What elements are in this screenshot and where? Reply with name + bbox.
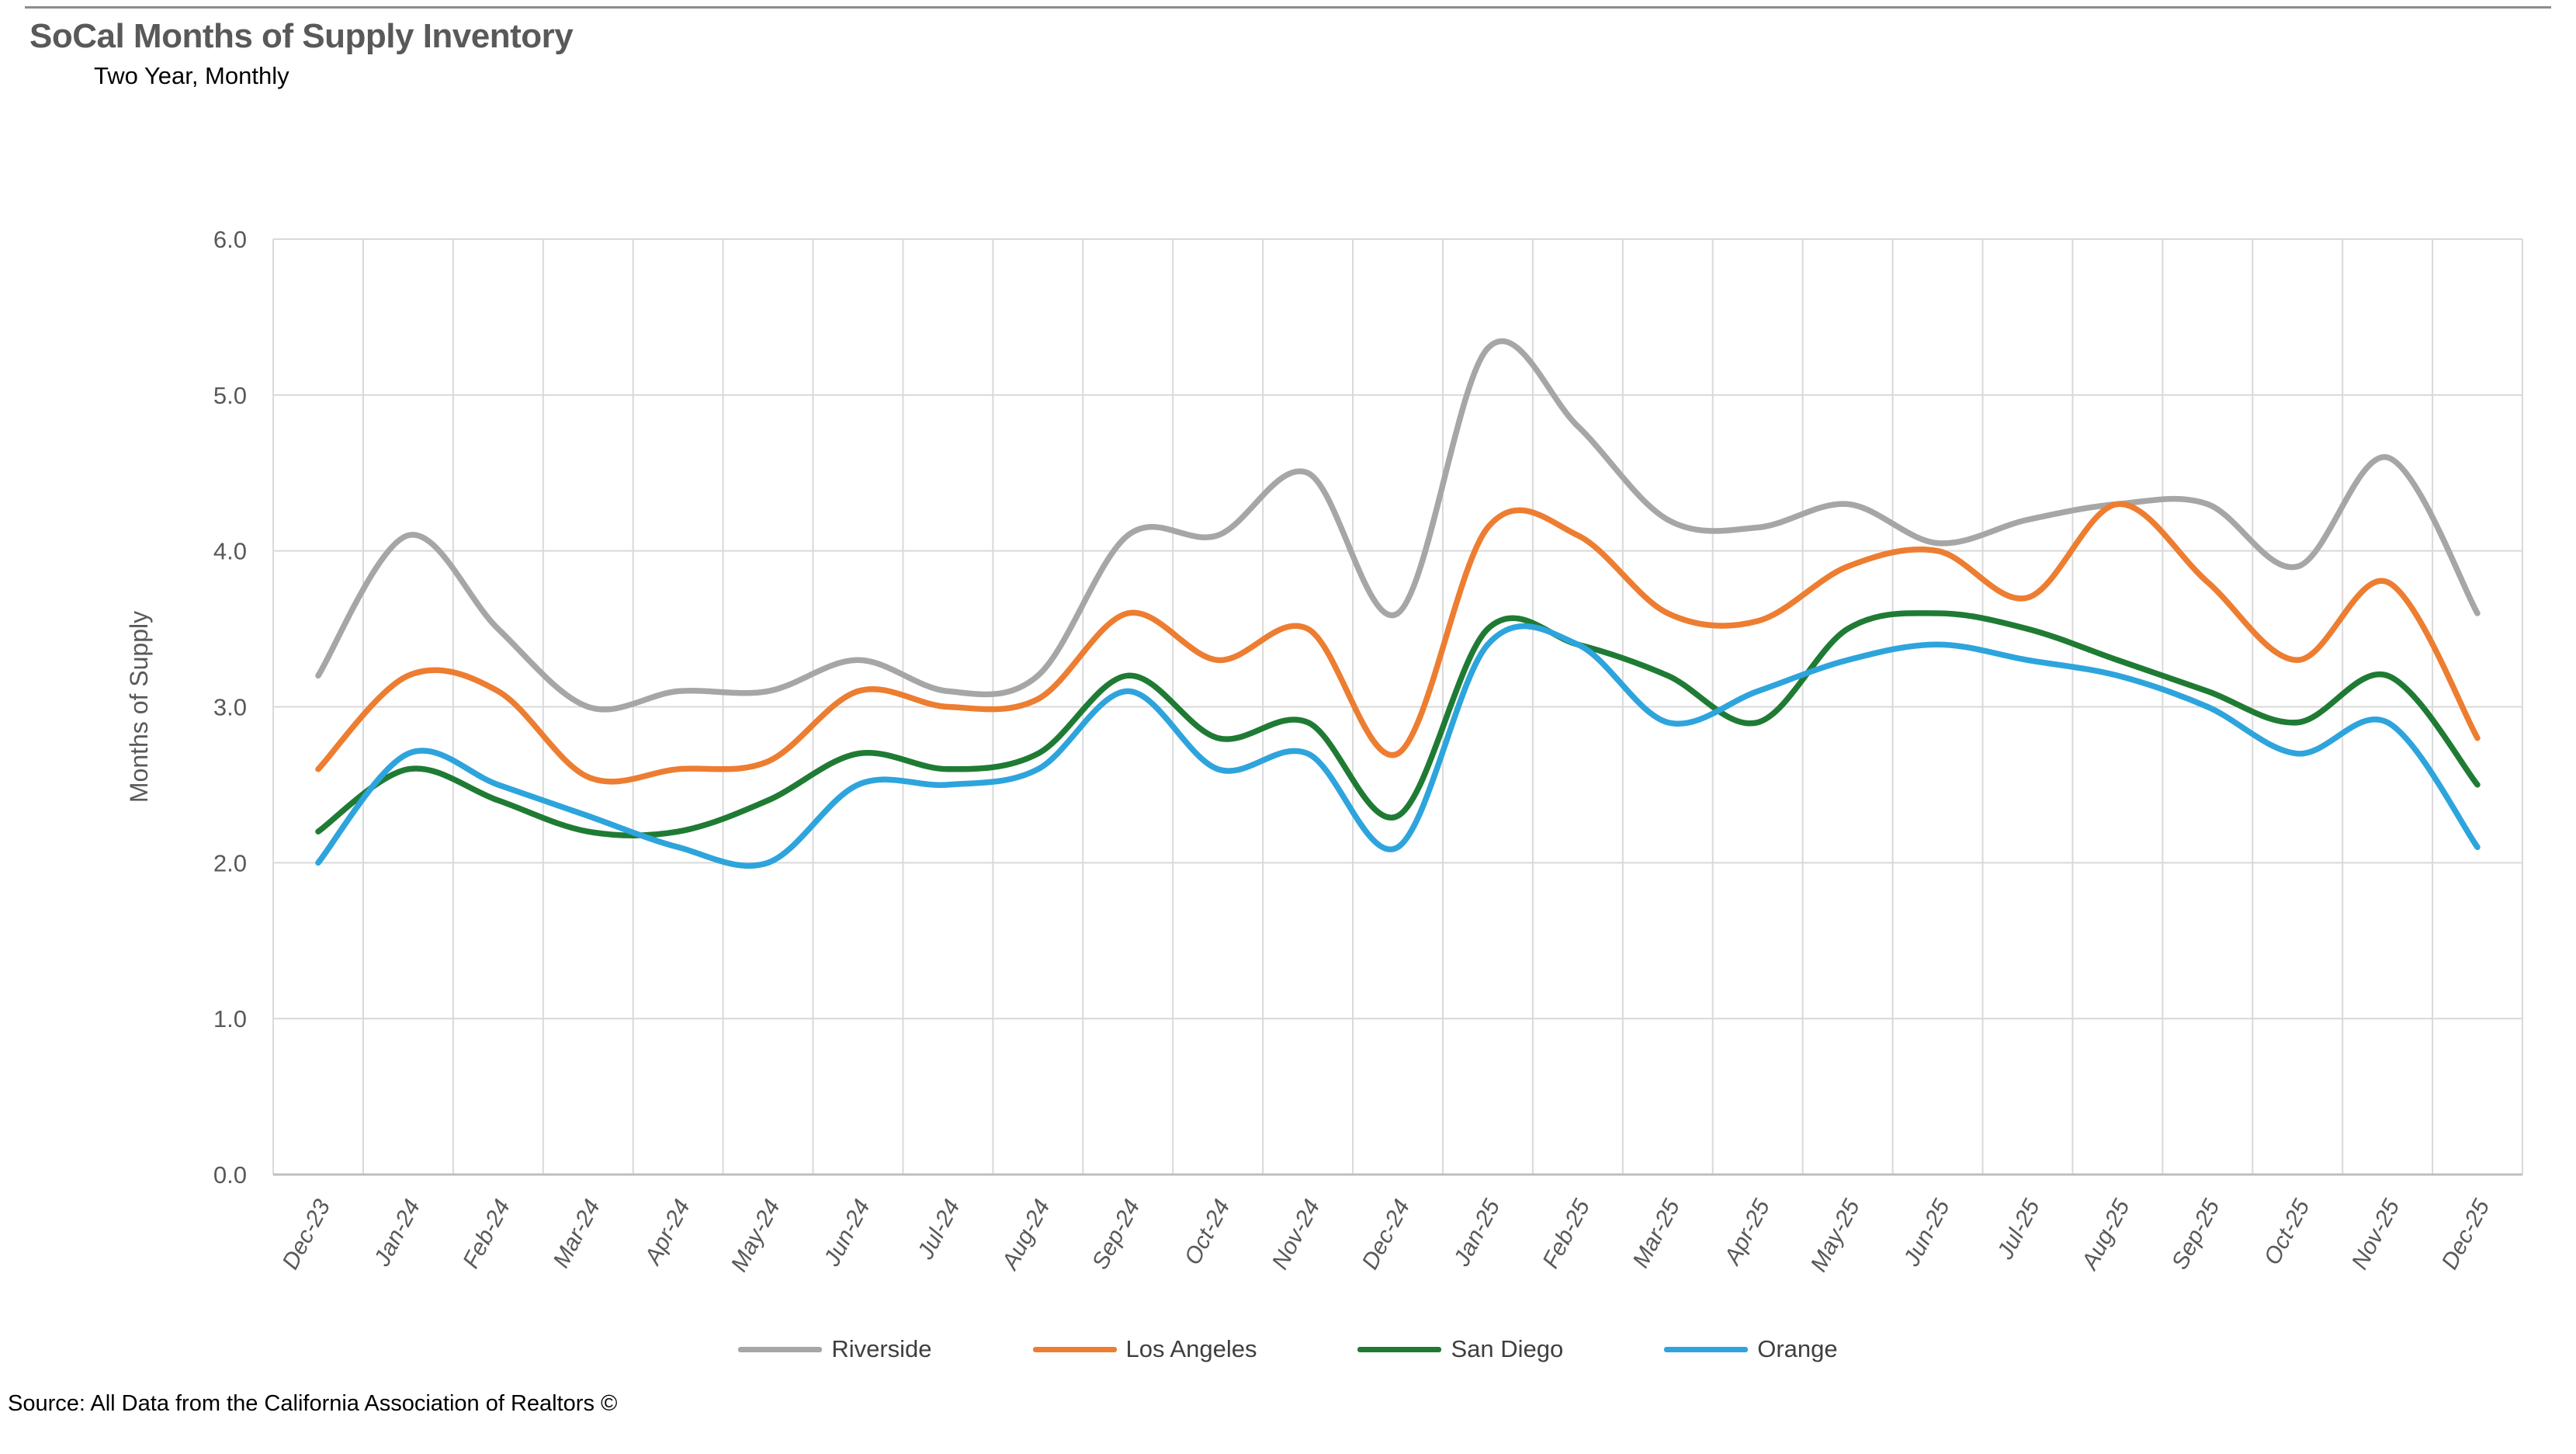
x-tick-label: Aug-24 (997, 1195, 1055, 1275)
legend-item-los-angeles: Los Angeles (1032, 1335, 1257, 1363)
x-tick-label: May-24 (726, 1195, 785, 1276)
x-tick-label: Mar-24 (548, 1195, 605, 1272)
legend-line-swatch-icon (1664, 1346, 1749, 1352)
x-tick-label: Aug-25 (2076, 1195, 2135, 1275)
x-tick-label: Apr-24 (640, 1195, 695, 1270)
y-tick-label: 4.0 (213, 538, 247, 565)
x-tick-label: Jun-24 (819, 1195, 875, 1271)
legend-line-swatch-icon (1357, 1346, 1442, 1352)
series-line-san-diego (315, 610, 2481, 838)
x-tick-label: Sep-24 (1087, 1195, 1146, 1274)
legend-line-swatch-icon (1032, 1346, 1117, 1352)
x-tick-label: Feb-25 (1538, 1195, 1595, 1273)
x-tick-label: Dec-23 (278, 1195, 336, 1274)
y-axis-title: Months of Supply (125, 611, 153, 803)
y-tick-label: 3.0 (213, 694, 247, 721)
source-note: Source: All Data from the California Ass… (8, 1391, 618, 1416)
y-tick-label: 6.0 (213, 226, 247, 253)
x-tick-label: Nov-24 (1267, 1195, 1326, 1274)
x-tick-label: Feb-24 (458, 1195, 515, 1272)
x-tick-label: Jul-25 (1992, 1195, 2045, 1265)
x-tick-label: Mar-25 (1628, 1195, 1685, 1272)
y-tick-label: 1.0 (213, 1005, 247, 1032)
y-tick-label: 0.0 (213, 1161, 247, 1189)
y-tick-label: 5.0 (213, 382, 247, 409)
x-tick-label: Oct-25 (2259, 1195, 2315, 1269)
legend-item-san-diego: San Diego (1357, 1335, 1563, 1363)
x-tick-label: May-25 (1806, 1195, 1865, 1276)
legend-line-swatch-icon (738, 1346, 823, 1352)
series-line-orange (315, 623, 2481, 869)
x-tick-label: Jul-24 (913, 1195, 966, 1265)
page-title: SoCal Months of Supply Inventory (29, 17, 574, 55)
x-tick-label: Jan-24 (369, 1195, 425, 1271)
x-tick-label: Dec-24 (1357, 1195, 1416, 1274)
page-subtitle: Two Year, Monthly (94, 62, 289, 89)
legend-label: San Diego (1451, 1335, 1564, 1362)
y-tick-label: 2.0 (213, 849, 247, 876)
x-tick-label: Apr-25 (1719, 1195, 1775, 1271)
x-tick-label: Jan-25 (1448, 1195, 1505, 1272)
top-border-rule (25, 6, 2551, 9)
x-tick-label: Dec-25 (2437, 1195, 2495, 1274)
legend-label: Orange (1757, 1335, 1838, 1362)
x-tick-label: Jun-25 (1898, 1195, 1955, 1272)
legend-item-riverside: Riverside (738, 1335, 932, 1363)
x-tick-label: Nov-25 (2347, 1195, 2405, 1274)
legend-label: Los Angeles (1125, 1335, 1257, 1362)
legend-label: Riverside (831, 1335, 932, 1362)
series-line-los-angeles (315, 501, 2481, 785)
chart-legend: Riverside Los Angeles San Diego Orange (0, 1335, 2576, 1363)
legend-item-orange: Orange (1664, 1335, 1838, 1363)
x-tick-label: Oct-24 (1180, 1195, 1235, 1269)
x-tick-label: Sep-25 (2167, 1195, 2225, 1274)
